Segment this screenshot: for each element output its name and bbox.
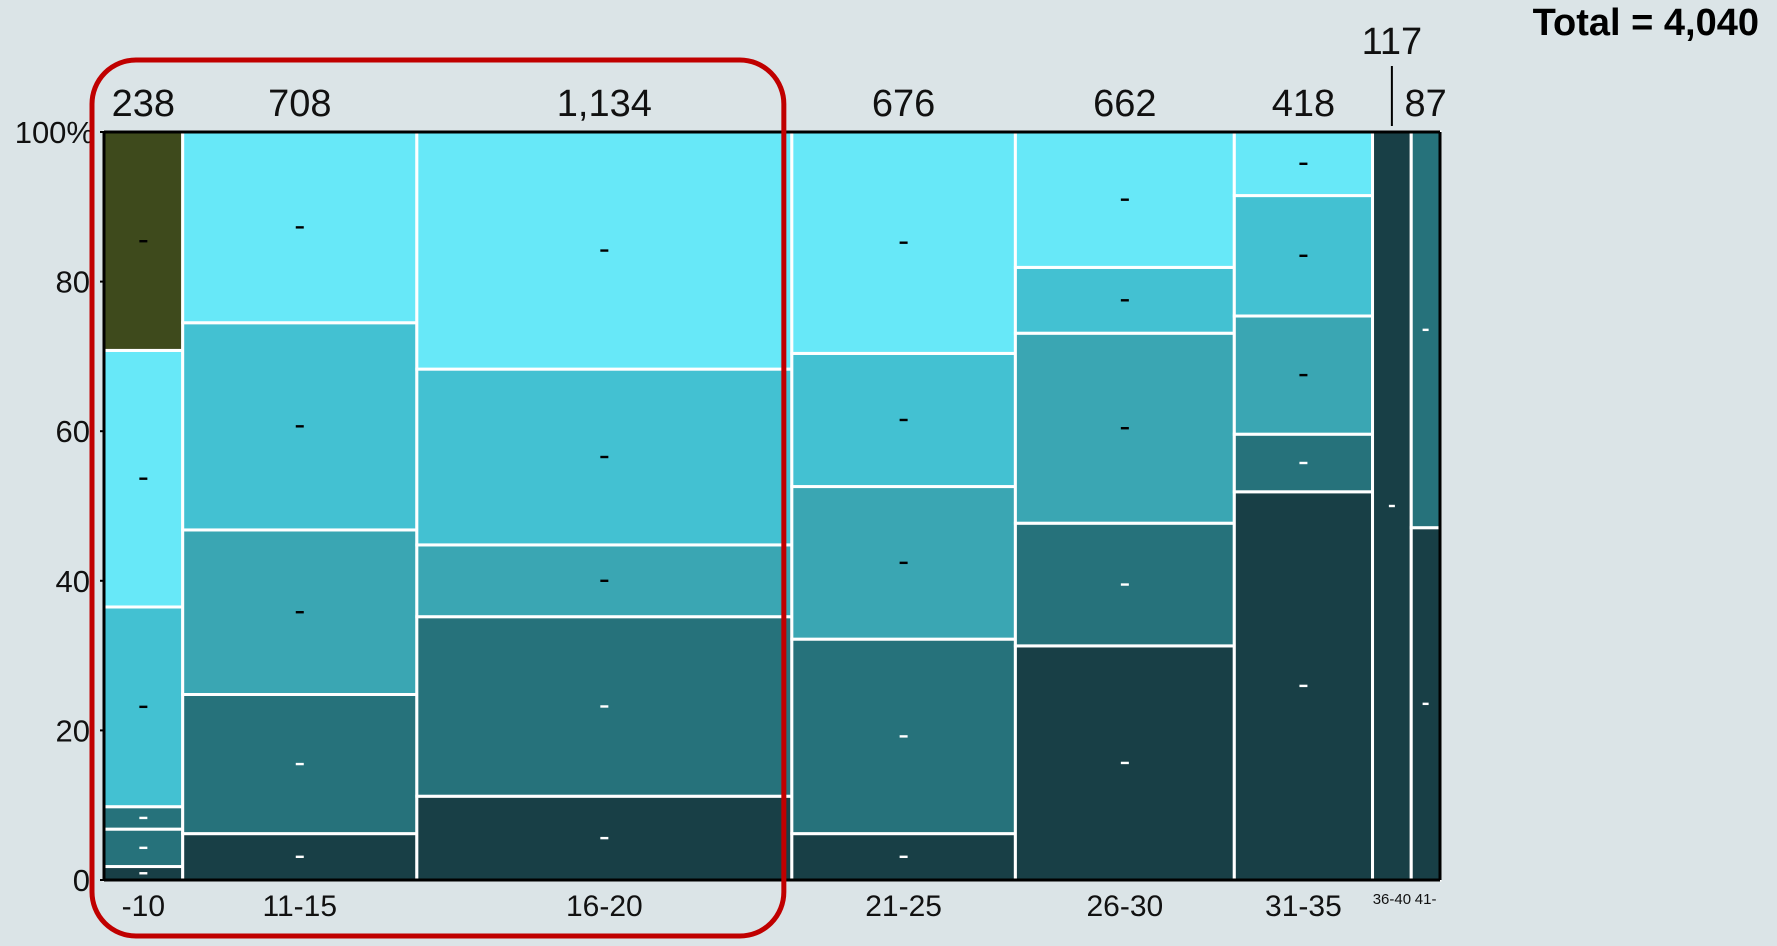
y-tick-label: 60	[56, 414, 90, 449]
segment-marker	[600, 579, 609, 582]
y-tick-label: 0	[73, 863, 90, 898]
segment-marker	[295, 425, 304, 428]
segment-marker	[899, 241, 908, 244]
segment-marker	[899, 418, 908, 422]
segment-marker	[139, 846, 148, 850]
segment-marker	[1299, 162, 1308, 165]
segment-marker	[295, 762, 304, 766]
segment-marker	[1388, 504, 1395, 508]
segment-marker	[139, 477, 148, 480]
segment-marker	[295, 226, 304, 229]
column-count-label: 117	[1362, 21, 1423, 63]
segment-marker	[600, 455, 609, 459]
segment-marker	[139, 705, 148, 709]
x-tick-label: 11-15	[263, 890, 338, 923]
segment-marker	[1120, 198, 1129, 201]
segment-marker	[139, 240, 148, 243]
column-count-label: 1,134	[557, 83, 652, 125]
segment-marker	[1120, 761, 1129, 765]
segment-marker	[295, 611, 304, 614]
segment-marker	[295, 855, 304, 859]
y-tick-label: 40	[56, 564, 90, 599]
segment-marker	[899, 561, 908, 565]
segment-marker	[600, 249, 609, 252]
segment-marker	[139, 872, 148, 875]
segment-marker	[899, 855, 908, 859]
x-tick-label: 36-40	[1373, 891, 1411, 908]
highlight-box	[89, 57, 787, 939]
column-count-label: 418	[1272, 83, 1335, 125]
segment-marker	[1299, 254, 1308, 257]
x-tick-label: 31-35	[1265, 890, 1342, 923]
column-count-label: 238	[112, 83, 175, 125]
x-tick-label: 21-25	[865, 890, 942, 923]
segment-marker	[1299, 373, 1308, 377]
segment-marker	[1299, 684, 1308, 688]
segment-marker	[1299, 461, 1308, 465]
segment-marker	[600, 705, 609, 708]
x-tick-label: 26-30	[1086, 890, 1163, 923]
segment-marker	[1422, 328, 1429, 332]
x-tick-label: 41-	[1415, 891, 1437, 908]
segment-marker	[1120, 299, 1129, 302]
segment-marker	[600, 836, 609, 840]
segment-marker	[139, 816, 148, 820]
y-tick-label: 100%	[15, 115, 94, 150]
column-count-label: 87	[1404, 83, 1446, 125]
mosaic-segment	[1232, 130, 1375, 198]
x-tick-label: -10	[122, 890, 165, 923]
segment-marker	[899, 735, 908, 738]
total-label: Total = 4,040	[1532, 2, 1759, 44]
segment-marker	[1120, 583, 1129, 586]
segment-marker	[1120, 427, 1129, 430]
column-count-label: 662	[1093, 83, 1156, 125]
column-count-label: 708	[268, 83, 331, 125]
x-tick-label: 16-20	[566, 890, 643, 923]
segment-marker	[1422, 702, 1429, 706]
y-tick-label: 20	[56, 713, 90, 748]
y-tick-label: 80	[56, 265, 90, 300]
column-count-label: 676	[872, 83, 935, 125]
